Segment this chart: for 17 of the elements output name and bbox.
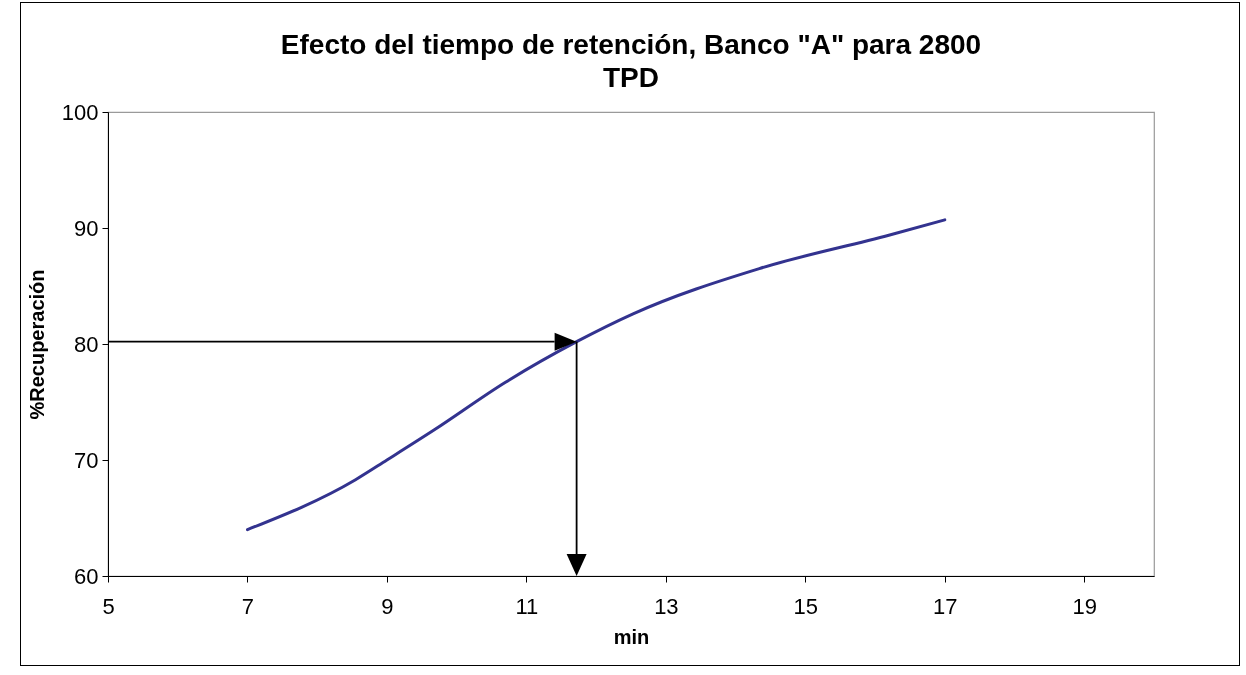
y-tick-label: 60 — [74, 563, 99, 589]
x-tick-label: 13 — [654, 593, 679, 619]
x-tick-label: 15 — [793, 593, 819, 619]
line-series — [245, 218, 947, 532]
x-tick-label: 17 — [933, 593, 958, 619]
x-tick-label: 19 — [1072, 593, 1098, 619]
x-tick-label: 5 — [102, 593, 115, 619]
x-tick-label: 7 — [241, 593, 255, 619]
x-tick-label: 11 — [515, 593, 539, 619]
chart-title: Efecto del tiempo de retención, Banco "A" para 2800 TPD — [280, 29, 982, 93]
y-tick-label: 70 — [74, 447, 99, 473]
y-axis-title: %Recuperación — [25, 269, 48, 420]
y-tick-label: 100 — [61, 99, 99, 125]
y-tick-label: 80 — [74, 331, 99, 357]
x-axis-title: min — [613, 625, 650, 648]
y-tick-label: 90 — [74, 215, 99, 241]
x-tick-label: 9 — [381, 593, 394, 619]
